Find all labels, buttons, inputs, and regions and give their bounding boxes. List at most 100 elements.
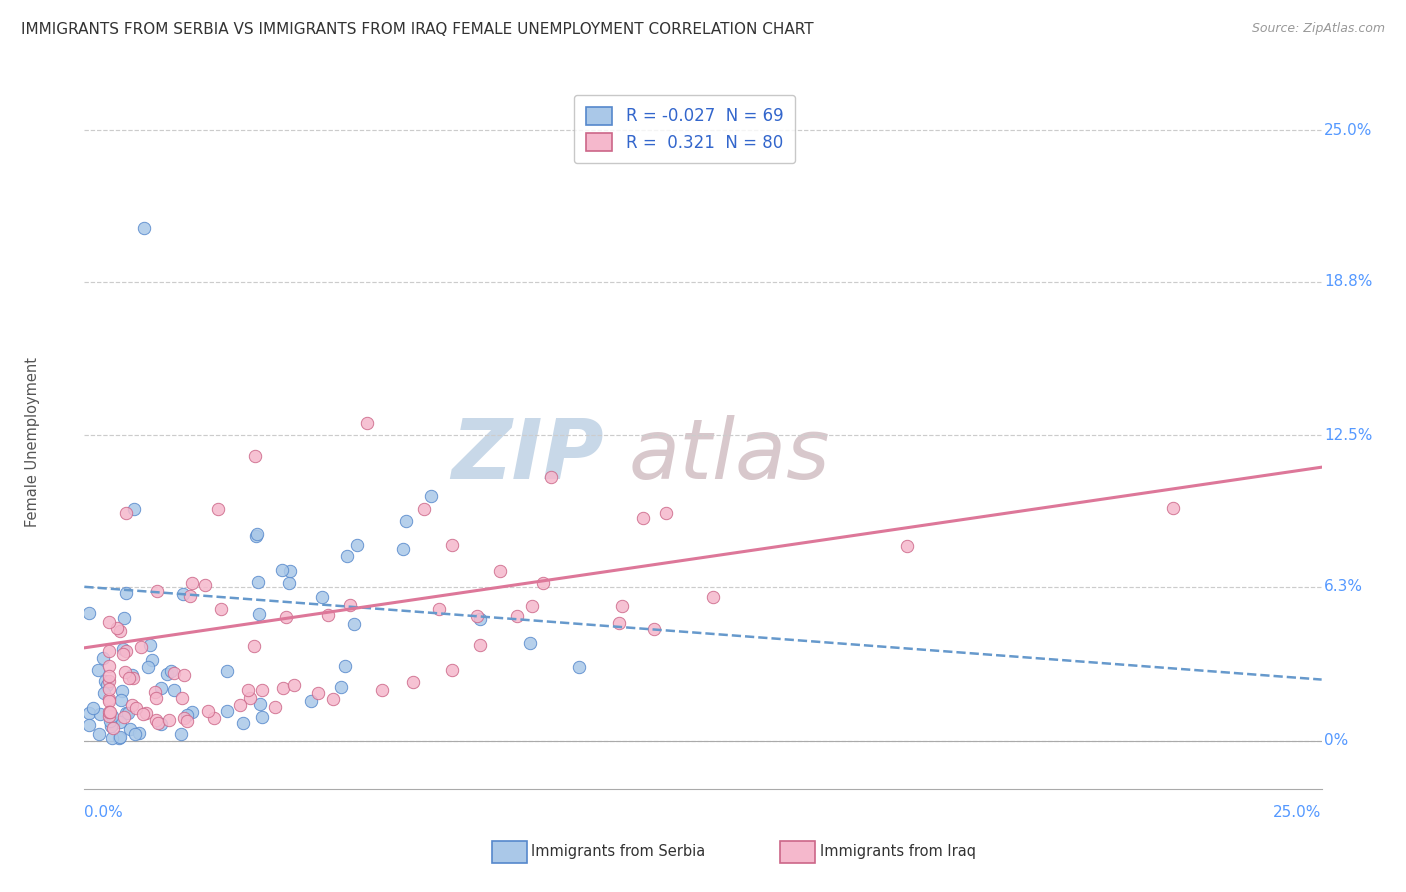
Point: [339, 598, 361, 612]
Point: [118, 671, 141, 685]
Point: [124, 502, 146, 516]
Point: [98, 644, 121, 658]
Point: [170, 727, 193, 741]
Point: [114, 710, 136, 724]
Point: [896, 539, 918, 553]
Point: [470, 611, 492, 625]
Point: [194, 577, 217, 591]
Text: 6.3%: 6.3%: [1324, 579, 1362, 594]
Point: [93, 674, 115, 689]
Point: [160, 664, 183, 678]
Point: [132, 707, 155, 722]
Text: IMMIGRANTS FROM SERBIA VS IMMIGRANTS FROM IRAQ FEMALE UNEMPLOYMENT CORRELATION C: IMMIGRANTS FROM SERBIA VS IMMIGRANTS FRO…: [21, 22, 814, 37]
Point: [108, 715, 131, 730]
Point: [180, 576, 202, 591]
Point: [278, 565, 301, 579]
Point: [465, 608, 488, 623]
Point: [120, 722, 142, 736]
Point: [246, 527, 269, 541]
Point: [371, 683, 394, 698]
Point: [440, 663, 463, 677]
Point: [98, 674, 121, 689]
Point: [121, 668, 143, 682]
Point: [145, 713, 167, 727]
Point: [176, 714, 198, 728]
Point: [79, 606, 101, 620]
Point: [246, 574, 269, 589]
Point: [392, 542, 415, 557]
Text: 0%: 0%: [1324, 733, 1348, 748]
Point: [114, 665, 136, 680]
Point: [98, 669, 121, 683]
Point: [176, 707, 198, 722]
Point: [215, 664, 238, 678]
Point: [114, 506, 136, 520]
Point: [247, 607, 270, 622]
Point: [128, 725, 150, 739]
Point: [101, 709, 124, 723]
Point: [101, 717, 124, 731]
Point: [316, 607, 339, 622]
Point: [156, 667, 179, 681]
Point: [101, 731, 124, 746]
Point: [181, 705, 204, 719]
Point: [98, 694, 121, 708]
Point: [540, 470, 562, 484]
Point: [163, 666, 186, 681]
Point: [107, 731, 129, 746]
Text: 0.0%: 0.0%: [84, 805, 124, 820]
Point: [98, 714, 121, 729]
Point: [346, 538, 368, 552]
Point: [336, 549, 359, 564]
Text: Immigrants from Serbia: Immigrants from Serbia: [531, 845, 706, 859]
Point: [79, 706, 101, 721]
Point: [252, 710, 274, 724]
Point: [283, 678, 305, 692]
Point: [125, 701, 148, 715]
Text: 12.5%: 12.5%: [1324, 428, 1372, 443]
Point: [217, 704, 239, 718]
Point: [98, 659, 121, 673]
Point: [117, 706, 139, 721]
Point: [271, 563, 294, 577]
Point: [170, 690, 193, 705]
Point: [87, 727, 110, 741]
Point: [209, 602, 232, 616]
Point: [607, 615, 630, 630]
Point: [506, 608, 529, 623]
Point: [207, 501, 229, 516]
Point: [136, 660, 159, 674]
Point: [91, 650, 114, 665]
Point: [98, 709, 121, 723]
Point: [239, 690, 262, 705]
Point: [179, 589, 201, 603]
Point: [135, 706, 157, 720]
Point: [98, 706, 121, 720]
Point: [114, 586, 136, 600]
Text: Immigrants from Iraq: Immigrants from Iraq: [820, 845, 976, 859]
Point: [633, 511, 655, 525]
Point: [568, 660, 591, 674]
Point: [98, 615, 121, 629]
Point: [149, 717, 172, 731]
Point: [402, 675, 425, 690]
Point: [93, 686, 115, 700]
Point: [299, 694, 322, 708]
Point: [655, 506, 678, 520]
Point: [243, 450, 266, 464]
Point: [145, 584, 167, 599]
Point: [250, 683, 273, 698]
Point: [643, 622, 665, 636]
Point: [238, 682, 260, 697]
Point: [249, 697, 271, 711]
Point: [395, 514, 418, 528]
Point: [101, 722, 124, 736]
Point: [612, 599, 634, 613]
Point: [157, 713, 180, 727]
Point: [263, 699, 285, 714]
Point: [114, 610, 136, 624]
Point: [440, 538, 463, 552]
Point: [197, 705, 219, 719]
Point: [356, 416, 378, 430]
Point: [146, 716, 169, 731]
